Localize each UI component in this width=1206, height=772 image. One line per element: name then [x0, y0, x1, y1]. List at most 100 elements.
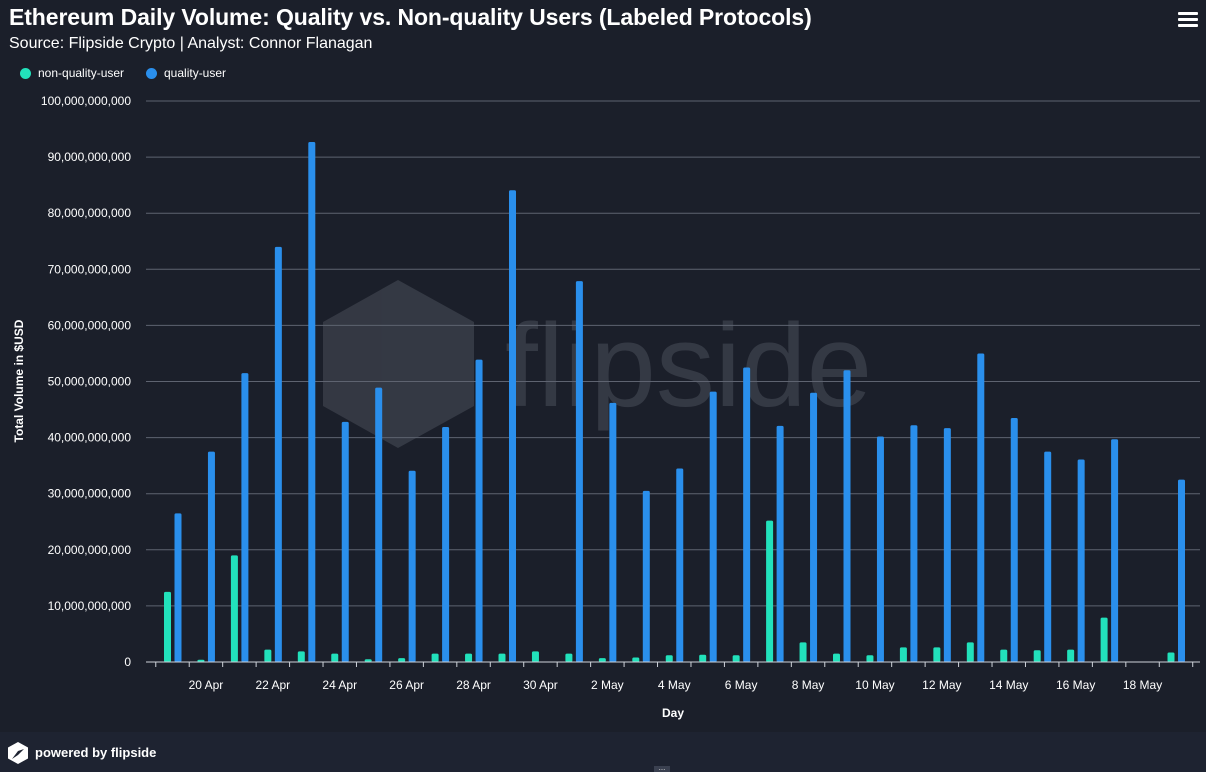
x-tick-label: 6 May: [725, 678, 758, 692]
bar-quality-user[interactable]: [509, 190, 516, 662]
bar-quality-user[interactable]: [609, 402, 617, 662]
bar-quality-user[interactable]: [174, 513, 182, 662]
bar-quality-user[interactable]: [676, 468, 684, 662]
x-tick-label: 24 Apr: [322, 678, 357, 692]
x-tick-label: 26 Apr: [389, 678, 424, 692]
footer-powered-by[interactable]: powered by flipside: [35, 745, 157, 760]
legend-item-quality-user[interactable]: quality-user: [146, 66, 226, 80]
bar-non-quality-user[interactable]: [732, 655, 740, 662]
bar-non-quality-user[interactable]: [1167, 652, 1175, 662]
legend-dot-icon: [20, 67, 31, 79]
y-tick-label: 30,000,000,000: [48, 487, 132, 501]
hamburger-menu-icon[interactable]: [1178, 12, 1198, 28]
bar-non-quality-user[interactable]: [665, 655, 673, 662]
bar-non-quality-user[interactable]: [1033, 650, 1041, 662]
bar-quality-user[interactable]: [876, 436, 884, 662]
x-axis-ticks: 20 Apr 22 Apr 24 Apr 26 Apr 28 Apr 30 Apr 2 Ma…: [155, 662, 1194, 692]
y-tick-label: 40,000,000,000: [48, 431, 132, 445]
bar-non-quality-user[interactable]: [331, 653, 339, 662]
bar-non-quality-user[interactable]: [598, 658, 606, 662]
bar-non-quality-user[interactable]: [632, 657, 640, 662]
bar-quality-user[interactable]: [709, 391, 717, 662]
bar-quality-user[interactable]: [810, 392, 818, 662]
bar-quality-user[interactable]: [910, 425, 918, 662]
x-tick-label: 16 May: [1056, 678, 1095, 692]
bar-quality-user[interactable]: [475, 359, 483, 662]
x-tick-label: 4 May: [658, 678, 691, 692]
y-tick-label: 60,000,000,000: [48, 318, 132, 332]
chart-canvas: flipside 0 10,000,000,000 20,000,000,000 30…: [12, 94, 1200, 720]
bar-non-quality-user[interactable]: [699, 654, 707, 662]
bar-non-quality-user[interactable]: [799, 642, 807, 662]
chart-title: Ethereum Daily Volume: Quality vs. Non-q…: [9, 4, 812, 30]
bar-quality-user[interactable]: [1178, 479, 1185, 662]
y-tick-label: 0: [124, 655, 131, 669]
flipside-watermark-logo: [323, 280, 474, 448]
bar-non-quality-user[interactable]: [164, 591, 171, 662]
bar-non-quality-user[interactable]: [933, 647, 941, 662]
bar-quality-user[interactable]: [375, 387, 383, 662]
x-tick-label: 2 May: [591, 678, 624, 692]
bar-non-quality-user[interactable]: [498, 653, 506, 662]
bar-non-quality-user[interactable]: [1100, 617, 1108, 662]
bar-quality-user[interactable]: [977, 353, 985, 662]
bar-non-quality-user[interactable]: [565, 653, 573, 662]
bar-non-quality-user[interactable]: [297, 651, 305, 662]
y-tick-label: 20,000,000,000: [48, 543, 132, 557]
legend-item-non-quality-user[interactable]: non-quality-user: [20, 66, 124, 80]
bar-quality-user[interactable]: [408, 470, 416, 662]
bar-non-quality-user[interactable]: [230, 555, 238, 662]
bar-quality-user[interactable]: [341, 421, 349, 662]
bar-non-quality-user[interactable]: [833, 653, 840, 662]
x-axis-title: Day: [662, 706, 684, 720]
bar-quality-user[interactable]: [207, 451, 215, 662]
bar-quality-user[interactable]: [1077, 459, 1085, 662]
bar-non-quality-user[interactable]: [465, 653, 473, 662]
bar-non-quality-user[interactable]: [398, 658, 406, 662]
bar-quality-user[interactable]: [442, 426, 450, 662]
bar-quality-user[interactable]: [1111, 439, 1119, 662]
y-tick-label: 10,000,000,000: [48, 599, 132, 613]
bar-quality-user[interactable]: [743, 367, 751, 662]
y-axis-title: Total Volume in $USD: [12, 319, 26, 442]
bar-quality-user[interactable]: [274, 246, 282, 663]
bar-non-quality-user[interactable]: [866, 655, 874, 662]
legend-dot-icon: [146, 67, 157, 79]
footer: powered by flipside ...: [0, 732, 1206, 772]
y-tick-label: 90,000,000,000: [48, 150, 132, 164]
bar-quality-user[interactable]: [241, 373, 249, 662]
bar-quality-user[interactable]: [308, 141, 316, 662]
bar-quality-user[interactable]: [642, 490, 650, 662]
x-tick-label: 20 Apr: [189, 678, 224, 692]
bar-quality-user[interactable]: [843, 370, 851, 662]
bar-non-quality-user[interactable]: [766, 520, 774, 662]
y-axis-ticks: 0 10,000,000,000 20,000,000,000 30,000,000,…: [41, 94, 131, 669]
x-tick-label: 14 May: [989, 678, 1028, 692]
bar-non-quality-user[interactable]: [431, 653, 439, 662]
bar-non-quality-user[interactable]: [531, 651, 539, 662]
x-tick-label: 28 Apr: [456, 678, 491, 692]
bar-quality-user[interactable]: [575, 281, 583, 662]
legend-label: quality-user: [164, 66, 227, 80]
x-tick-label: 30 Apr: [523, 678, 558, 692]
bar-quality-user[interactable]: [943, 428, 951, 662]
bar-non-quality-user[interactable]: [264, 649, 272, 662]
y-tick-label: 50,000,000,000: [48, 375, 132, 389]
bar-non-quality-user[interactable]: [899, 647, 907, 662]
bar-non-quality-user[interactable]: [197, 659, 205, 662]
bar-quality-user[interactable]: [1010, 417, 1018, 662]
x-tick-label: 8 May: [792, 678, 825, 692]
bar-non-quality-user[interactable]: [364, 659, 372, 662]
y-tick-label: 80,000,000,000: [48, 206, 132, 220]
x-tick-label: 12 May: [922, 678, 961, 692]
bar-quality-user[interactable]: [1044, 451, 1052, 662]
flipside-watermark: flipside: [323, 280, 872, 448]
x-tick-label: 22 Apr: [255, 678, 290, 692]
bar-non-quality-user[interactable]: [1000, 649, 1008, 662]
bar-non-quality-user[interactable]: [966, 642, 974, 662]
resize-handle-icon[interactable]: ...: [654, 764, 670, 772]
bar-non-quality-user[interactable]: [1067, 649, 1075, 662]
flipside-watermark-text: flipside: [505, 300, 872, 432]
bar-quality-user[interactable]: [776, 425, 784, 662]
x-tick-label: 18 May: [1123, 678, 1162, 692]
